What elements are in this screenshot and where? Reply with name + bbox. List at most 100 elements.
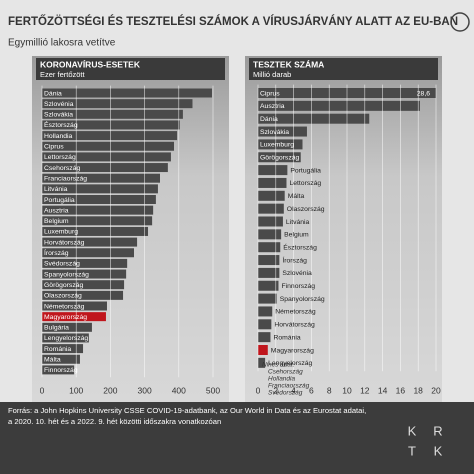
bar (258, 319, 272, 330)
x-tick-label: 6 (309, 385, 314, 395)
x-tick-label: 100 (69, 385, 83, 395)
bar (42, 184, 158, 194)
bar (42, 333, 89, 343)
footer (0, 402, 474, 474)
category-label: Belgium (284, 232, 309, 239)
category-label: Horvátország (274, 322, 315, 329)
bar (42, 344, 84, 354)
category-label: Görögország (260, 155, 300, 162)
title: FERTŐZÖTTSÉGI ÉS TESZTELÉSI SZÁMOK A VÍR… (8, 15, 458, 28)
logo-letter: R (433, 423, 442, 438)
category-label: Szlovénia (44, 101, 74, 108)
bar (258, 293, 277, 304)
bar (258, 255, 280, 266)
bar (258, 113, 370, 124)
subtitle: Egymillió lakosra vetítve (8, 38, 116, 49)
x-tick-label: 400 (172, 385, 186, 395)
logo-letter: K (408, 423, 417, 438)
category-label: Málta (288, 193, 305, 200)
category-label: Finnország (281, 283, 315, 290)
category-label: Lettország (44, 154, 76, 161)
category-label: Hollandia (44, 133, 73, 140)
category-label: Lengyelország (268, 360, 312, 367)
bar (42, 141, 175, 151)
bar (258, 357, 266, 368)
bar (42, 88, 212, 98)
panel-right (245, 56, 442, 402)
category-label: Magyarország (44, 314, 87, 321)
bar (42, 216, 153, 226)
category-label: Belgium (44, 218, 69, 225)
bar (42, 131, 178, 141)
category-label: Finnország (44, 367, 78, 374)
panel-subtitle: Ezer fertőzött (40, 70, 86, 79)
bar (42, 99, 193, 109)
category-label: Magyarország (271, 347, 314, 354)
bar (42, 173, 160, 183)
category-label: Írország (282, 255, 307, 264)
x-tick-label: 500 (206, 385, 220, 395)
bar (258, 280, 279, 291)
category-label: Észtország (283, 242, 317, 251)
category-label: Görögország (44, 282, 84, 289)
category-label: Svédország (44, 261, 80, 268)
category-label: Németország (275, 309, 316, 316)
category-label: Portugália (44, 197, 75, 204)
x-tick-label: 0 (256, 385, 261, 395)
bar (258, 267, 280, 278)
category-label: Lettország (289, 180, 321, 187)
bar (42, 205, 154, 215)
category-label: Ciprus (260, 90, 280, 97)
logo-icon (450, 12, 470, 32)
bar (42, 109, 183, 119)
category-label: Horvátország (44, 239, 85, 246)
bar (42, 152, 171, 162)
bar (258, 229, 282, 240)
bar (42, 290, 124, 300)
panel-subtitle: Millió darab (253, 70, 291, 79)
category-label: Portugália (290, 167, 321, 174)
x-tick-label: 12 (360, 385, 370, 395)
bar (258, 242, 281, 253)
bar (42, 120, 180, 130)
annotation: Csehország (268, 369, 303, 376)
bar (42, 248, 134, 258)
logo-letter: T (408, 443, 416, 458)
x-tick-label: 10 (342, 385, 352, 395)
bar (42, 365, 75, 375)
category-label: Csehország (44, 165, 80, 172)
category-label: Franciaország (44, 175, 87, 182)
x-tick-label: 200 (103, 385, 117, 395)
bar (42, 301, 107, 311)
bars (258, 88, 436, 368)
category-label: Spanyolország (280, 296, 325, 303)
category-label: Szlovákia (260, 129, 289, 136)
bar (258, 345, 268, 355)
x-tick-label: 300 (138, 385, 152, 395)
x-tick-label: 14 (378, 385, 388, 395)
x-tick-label: 16 (396, 385, 406, 395)
category-label: Spanyolország (44, 271, 89, 278)
category-label: Ausztria (44, 207, 69, 214)
x-tick-label: 2 (273, 385, 278, 395)
x-tick-label: 4 (291, 385, 296, 395)
bar (258, 139, 303, 150)
category-label: Lengyelország (44, 335, 88, 342)
bar (42, 280, 125, 290)
annotation: Svédország (268, 390, 303, 397)
annotation: Hollandia (268, 376, 295, 383)
source: a 2020. 10. hét és a 2022. 9. hét között… (8, 417, 221, 426)
category-label: Ausztria (260, 103, 285, 110)
category-label: Bulgária (44, 325, 69, 332)
annotation: Nincs adat: (262, 362, 295, 369)
category-label: Luxemburg (44, 229, 78, 236)
bar (258, 332, 271, 343)
category-label: Luxemburg (260, 142, 294, 149)
x-tick-label: 18 (413, 385, 423, 395)
value-label: 28,6 (417, 90, 430, 97)
x-tick-label: 20 (431, 385, 441, 395)
source: Forrás: a John Hopkins University CSSE C… (8, 406, 366, 415)
bar (258, 203, 284, 214)
category-label: Litvánia (44, 186, 68, 193)
bar (258, 152, 301, 163)
